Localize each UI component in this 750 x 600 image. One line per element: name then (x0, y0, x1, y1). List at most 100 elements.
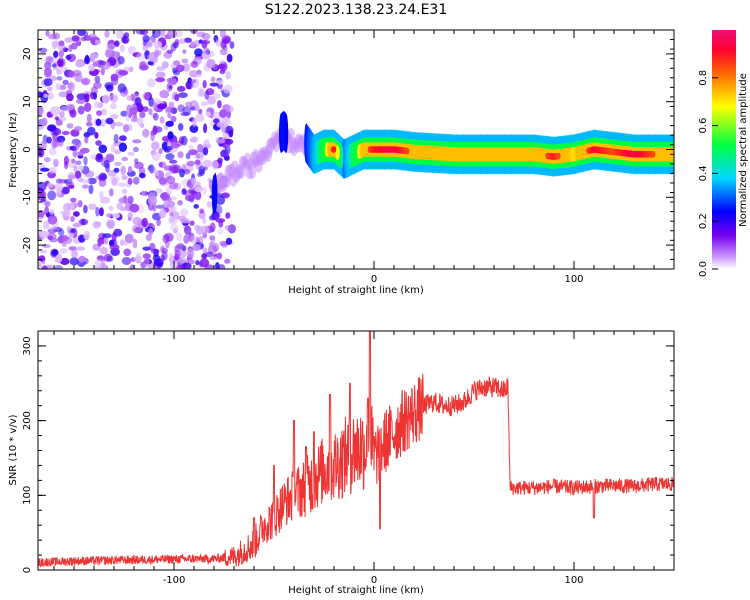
heatmap-cell (57, 44, 66, 52)
heatmap-cell (127, 177, 133, 185)
heatmap-cell (219, 30, 226, 39)
heatmap-cell (119, 135, 127, 142)
heatmap-cell (73, 165, 78, 172)
heatmap-cell (164, 232, 174, 242)
heatmap-cell (71, 35, 80, 42)
heatmap-cell (47, 182, 54, 188)
heatmap-cell (94, 221, 102, 227)
heatmap-cell (121, 156, 129, 162)
heatmap-cell (159, 116, 165, 124)
heatmap-cell (202, 217, 207, 224)
heatmap-cell (112, 50, 120, 59)
heatmap-cell (103, 159, 110, 169)
heatmap-cell (117, 182, 127, 187)
heatmap-cell (176, 85, 186, 92)
heatmap-cell (86, 113, 92, 124)
heatmap-cell (45, 30, 50, 37)
heatmap-cell (141, 190, 146, 196)
heatmap-cell (38, 181, 47, 192)
y-tick-label: -20 (22, 237, 33, 253)
heatmap-cell (212, 92, 221, 100)
heatmap-cell (166, 82, 173, 92)
heatmap-cell (184, 225, 192, 235)
heatmap-cell (83, 56, 91, 65)
snr-xlabel: Height of straight line (km) (288, 585, 424, 596)
heatmap-cell (113, 228, 123, 237)
heatmap-cell (190, 235, 199, 244)
heatmap-cell (110, 113, 119, 120)
heatmap-cell (195, 113, 205, 122)
heatmap-cell (216, 122, 225, 128)
heatmap-cell (90, 92, 97, 100)
heatmap-cell (158, 161, 167, 169)
heatmap-cell (44, 206, 49, 216)
heatmap-cell (169, 211, 174, 217)
heatmap-cell (166, 49, 174, 54)
heatmap-cell (139, 111, 146, 119)
heatmap-cell (142, 246, 151, 251)
heatmap-cell (77, 165, 84, 171)
x-tick-label: 100 (564, 274, 583, 285)
heatmap-cell (154, 50, 160, 58)
heatmap-cell (184, 189, 195, 199)
heatmap-cell (180, 208, 189, 217)
heatmap-cell (69, 257, 79, 266)
heatmap-cell (114, 161, 122, 166)
heatmap-cell (95, 206, 100, 217)
heatmap-cell (65, 103, 75, 111)
heatmap-cell (220, 150, 227, 158)
heatmap-cell (331, 146, 337, 153)
heatmap-cell (110, 175, 120, 184)
heatmap-cell (98, 174, 103, 181)
heatmap-cell (113, 167, 120, 173)
heatmap-cell (218, 63, 226, 70)
heatmap-cell (225, 105, 234, 113)
heatmap-cell (152, 112, 159, 121)
heatmap-cell (88, 65, 96, 72)
heatmap-cell (56, 68, 61, 75)
heatmap-cell (206, 58, 216, 69)
heatmap-cell (167, 30, 178, 38)
heatmap-cell (227, 130, 234, 138)
heatmap-cell (38, 210, 45, 218)
heatmap-cell (177, 104, 185, 112)
spectrogram-ylabel: Frequency (Hz) (8, 112, 19, 188)
heatmap-cell (110, 102, 117, 110)
colorbar-tick-label: 0.8 (698, 70, 709, 86)
heatmap-cell (141, 217, 148, 228)
heatmap-cell (190, 61, 199, 68)
heatmap-cell (210, 76, 216, 83)
heatmap-cell (209, 82, 219, 87)
heatmap-cell (189, 220, 195, 226)
heatmap-cell (73, 202, 78, 208)
heatmap-cell (286, 128, 295, 139)
heatmap-cell (94, 39, 102, 45)
x-tick-label: 0 (371, 575, 377, 586)
chart-title: S122.2023.138.23.24.E31 (265, 2, 448, 18)
heatmap-cell (97, 240, 102, 247)
heatmap-cell (117, 83, 127, 93)
heatmap-cell (144, 257, 150, 267)
heatmap-cell (132, 238, 138, 249)
heatmap-cell (180, 218, 190, 224)
snr-panel: -100 0 100 0 100 200 300 Height of straight li… (8, 330, 675, 596)
heatmap-cell (142, 253, 151, 260)
heatmap-cell (188, 149, 199, 156)
heatmap-cell (226, 53, 233, 63)
heatmap-cell (75, 140, 82, 148)
heatmap-cell (57, 187, 62, 197)
heatmap-cell (651, 151, 656, 158)
heatmap-cell (52, 32, 61, 40)
heatmap-cell (133, 226, 142, 234)
heatmap-cell (202, 186, 207, 195)
heatmap-cell (77, 105, 85, 115)
heatmap-cell (193, 204, 199, 209)
heatmap-cell (204, 90, 210, 100)
heatmap-cell (192, 243, 201, 252)
heatmap-cell (135, 30, 145, 35)
heatmap-cell (121, 188, 128, 194)
heatmap-cell (98, 60, 107, 66)
heatmap-cell (66, 93, 74, 102)
